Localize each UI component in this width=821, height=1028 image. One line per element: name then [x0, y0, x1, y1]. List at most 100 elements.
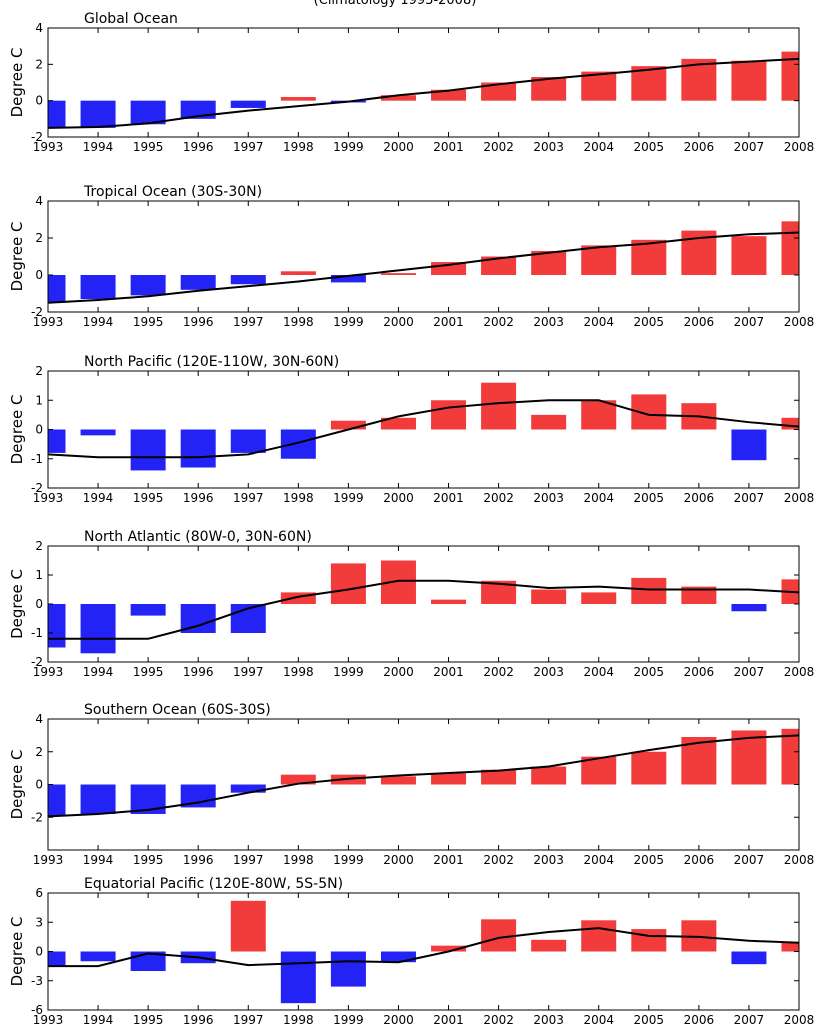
- y-tick-label: 1: [35, 568, 43, 582]
- bar: [80, 275, 116, 300]
- y-tick-label: 4: [35, 194, 43, 208]
- bar: [431, 400, 467, 430]
- bar: [531, 589, 567, 604]
- figure-header: (Climatology 1993-2008): [314, 0, 477, 8]
- bar: [581, 920, 617, 952]
- trend-line: [47, 231, 800, 304]
- y-tick-label: 2: [35, 364, 43, 378]
- bar: [48, 275, 66, 303]
- bar: [581, 71, 617, 101]
- x-tick-label: 2003: [533, 665, 564, 679]
- bar: [581, 592, 617, 604]
- trend-line: [47, 57, 800, 129]
- x-tick-label: 1995: [133, 491, 164, 505]
- bar: [330, 420, 366, 430]
- x-tick-label: 2005: [634, 665, 665, 679]
- x-tick-label: 1998: [283, 140, 314, 154]
- x-tick-label: 2004: [583, 140, 614, 154]
- y-axis-label: Degree C: [8, 48, 26, 118]
- bar: [781, 417, 799, 430]
- bar: [431, 773, 467, 785]
- bar: [481, 580, 517, 604]
- bar: [431, 89, 467, 101]
- x-tick-label: 1999: [333, 1013, 364, 1027]
- x-tick-label: 2001: [433, 1013, 464, 1027]
- x-tick-label: 2006: [684, 315, 715, 329]
- x-tick-label: 2002: [483, 1013, 514, 1027]
- y-axis-label: Degree C: [8, 569, 26, 639]
- y-tick-label: 0: [35, 945, 43, 959]
- bar: [481, 82, 517, 101]
- x-tick-label: 1993: [33, 853, 64, 867]
- bar: [781, 221, 799, 275]
- x-tick-label: 2004: [583, 1013, 614, 1027]
- x-tick-label: 1999: [333, 491, 364, 505]
- x-tick-label: 1994: [83, 491, 114, 505]
- x-tick-label: 2005: [634, 853, 665, 867]
- bar: [230, 275, 266, 285]
- x-tick-label: 1995: [133, 1013, 164, 1027]
- x-tick-label: 2007: [734, 140, 765, 154]
- x-tick-label: 2000: [383, 140, 414, 154]
- bar: [731, 429, 767, 461]
- bar: [731, 60, 767, 101]
- bar: [48, 429, 66, 453]
- x-tick-label: 1994: [83, 1013, 114, 1027]
- x-tick-label: 2008: [784, 140, 815, 154]
- trend-line: [47, 734, 800, 818]
- trend-line: [47, 399, 800, 459]
- x-tick-label: 1997: [233, 1013, 264, 1027]
- bar: [481, 919, 517, 952]
- y-tick-label: -3: [31, 974, 43, 988]
- bar: [180, 275, 216, 290]
- y-tick-label: 0: [35, 268, 43, 282]
- x-tick-label: 2008: [784, 1013, 815, 1027]
- y-axis-label: Degree C: [8, 750, 26, 820]
- bar: [80, 951, 116, 962]
- bar: [380, 273, 416, 275]
- bar: [531, 766, 567, 785]
- y-tick-label: 0: [35, 423, 43, 437]
- x-tick-label: 1997: [233, 315, 264, 329]
- bar: [280, 951, 316, 1004]
- bar: [380, 951, 416, 963]
- bar: [481, 256, 517, 275]
- x-tick-label: 1998: [283, 853, 314, 867]
- bar: [531, 939, 567, 952]
- bar: [581, 756, 617, 785]
- chart-panel: -2 0 2 4 1993 1994 1995 1996 1997 1998 1999 2000 200…: [8, 702, 814, 867]
- bar: [130, 100, 166, 125]
- bar: [781, 728, 799, 785]
- x-tick-label: 2006: [684, 491, 715, 505]
- bar: [280, 97, 316, 101]
- x-tick-label: 1993: [33, 140, 64, 154]
- panel-title: Southern Ocean (60S-30S): [84, 702, 271, 718]
- x-tick-label: 1994: [83, 315, 114, 329]
- bar: [48, 604, 66, 648]
- x-tick-label: 2003: [533, 1013, 564, 1027]
- y-tick-label: 1: [35, 393, 43, 407]
- x-tick-label: 2001: [433, 140, 464, 154]
- x-tick-label: 1998: [283, 491, 314, 505]
- x-tick-label: 2008: [784, 853, 815, 867]
- x-tick-label: 2000: [383, 853, 414, 867]
- bar: [48, 951, 66, 967]
- x-tick-label: 1996: [183, 1013, 214, 1027]
- y-tick-label: -2: [31, 305, 43, 319]
- panel-title: Tropical Ocean (30S-30N): [83, 184, 262, 200]
- bar: [330, 563, 366, 604]
- bar: [481, 382, 517, 430]
- bar: [781, 941, 799, 952]
- bar: [681, 586, 717, 604]
- x-tick-label: 1996: [183, 665, 214, 679]
- x-tick-label: 1997: [233, 853, 264, 867]
- chart-panel: -2 0 2 4 1993 1994 1995 1996 1997 1998 1999 2000 200…: [8, 184, 814, 329]
- x-tick-label: 2007: [734, 1013, 765, 1027]
- x-tick-label: 2002: [483, 853, 514, 867]
- bar: [531, 414, 567, 430]
- x-tick-label: 2002: [483, 491, 514, 505]
- y-tick-label: 2: [35, 57, 43, 71]
- bar: [130, 604, 166, 616]
- x-tick-label: 2006: [684, 665, 715, 679]
- y-tick-label: 6: [35, 886, 43, 900]
